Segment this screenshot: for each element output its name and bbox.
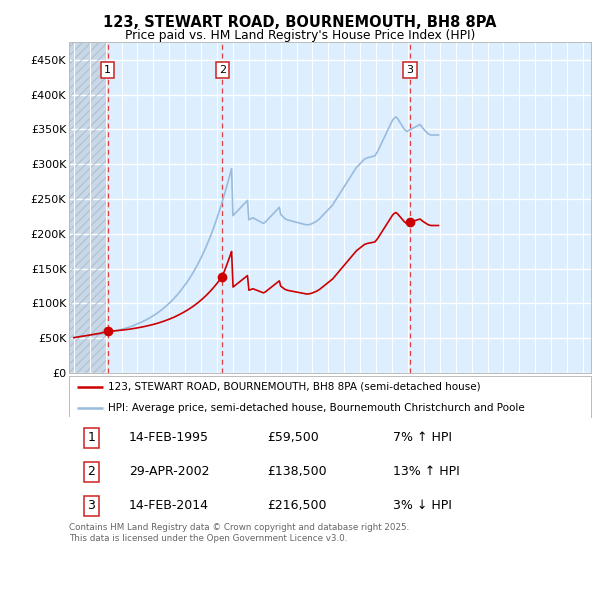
Text: 3: 3 [88,499,95,513]
Text: 123, STEWART ROAD, BOURNEMOUTH, BH8 8PA (semi-detached house): 123, STEWART ROAD, BOURNEMOUTH, BH8 8PA … [108,382,481,392]
Text: 13% ↑ HPI: 13% ↑ HPI [392,466,460,478]
Text: £59,500: £59,500 [268,431,319,444]
Text: £216,500: £216,500 [268,499,327,513]
Text: 1: 1 [104,65,111,76]
Text: 2: 2 [218,65,226,76]
Text: 3% ↓ HPI: 3% ↓ HPI [392,499,452,513]
Text: 29-APR-2002: 29-APR-2002 [129,466,209,478]
Text: 14-FEB-1995: 14-FEB-1995 [129,431,209,444]
Text: 3: 3 [406,65,413,76]
Text: 123, STEWART ROAD, BOURNEMOUTH, BH8 8PA: 123, STEWART ROAD, BOURNEMOUTH, BH8 8PA [103,15,497,30]
Text: HPI: Average price, semi-detached house, Bournemouth Christchurch and Poole: HPI: Average price, semi-detached house,… [108,403,525,413]
Text: 1: 1 [88,431,95,444]
Text: Price paid vs. HM Land Registry's House Price Index (HPI): Price paid vs. HM Land Registry's House … [125,30,475,42]
Text: 7% ↑ HPI: 7% ↑ HPI [392,431,452,444]
Text: 2: 2 [88,466,95,478]
Bar [69,42,106,373]
Text: Contains HM Land Registry data © Crown copyright and database right 2025.
This d: Contains HM Land Registry data © Crown c… [69,523,409,543]
Text: £138,500: £138,500 [268,466,327,478]
Text: 14-FEB-2014: 14-FEB-2014 [129,499,209,513]
Bar [69,42,106,373]
